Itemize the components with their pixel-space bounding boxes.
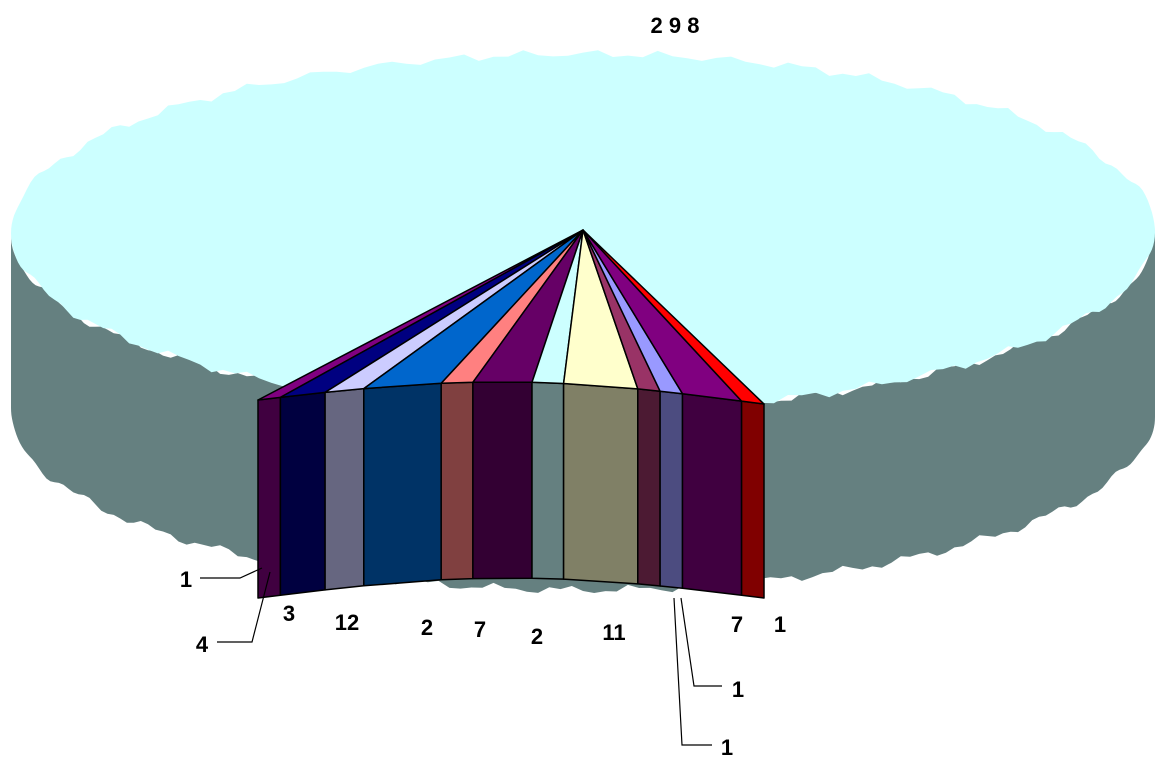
leader-line-1a xyxy=(200,567,263,579)
data-label-1d: 1 xyxy=(774,612,786,637)
pie-slice-7-side xyxy=(531,381,565,580)
pie-slice-12 xyxy=(582,229,765,405)
pie-slice-8-side xyxy=(562,382,639,585)
pie-slice-3-side xyxy=(324,387,365,591)
data-label-11: 11 xyxy=(602,620,625,645)
leader-line-1c xyxy=(673,597,712,746)
data-label-1b: 1 xyxy=(732,677,744,702)
pie-slice-6-side xyxy=(472,381,533,580)
data-label-7b: 7 xyxy=(731,612,743,637)
data-label-2a: 2 xyxy=(421,615,433,640)
data-label-298: 2 9 8 xyxy=(651,13,700,38)
data-labels: 2 9 8 1 4 3 12 2 7 2 11 1 1 7 1 xyxy=(180,13,786,760)
pie-slice-12-side xyxy=(740,400,765,599)
data-label-12: 12 xyxy=(335,610,359,635)
small-slices xyxy=(257,229,765,599)
pie-slice-10-side xyxy=(659,390,684,590)
data-label-3: 3 xyxy=(283,601,295,626)
pie-slice-11-side xyxy=(681,392,743,596)
data-label-7a: 7 xyxy=(474,617,486,642)
pie-slice-9-side xyxy=(637,388,661,587)
data-label-2b: 2 xyxy=(531,624,543,649)
pie-slice-5-side xyxy=(440,381,474,581)
pie-slice-2-side xyxy=(279,391,326,596)
data-label-1a: 1 xyxy=(180,567,192,592)
pie-slice-4-side xyxy=(363,382,442,587)
leader-line-1b xyxy=(680,597,722,687)
leader-line-4 xyxy=(217,571,271,643)
data-label-4: 4 xyxy=(196,632,209,657)
data-label-1c: 1 xyxy=(721,735,733,760)
